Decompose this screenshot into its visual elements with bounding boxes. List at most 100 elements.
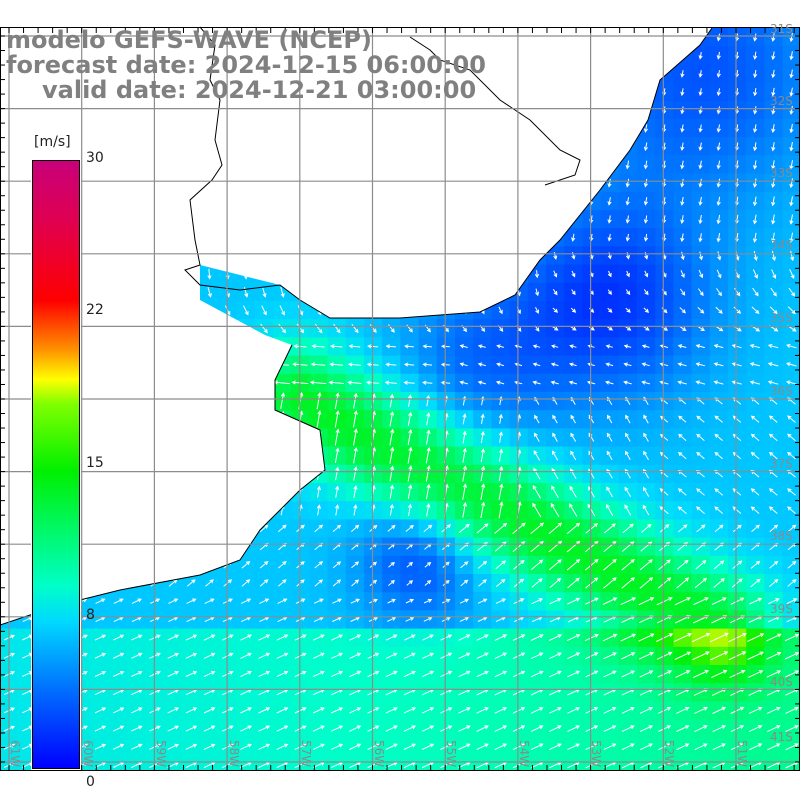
- wind-arrow: [552, 215, 557, 225]
- lat-label: 38S: [770, 529, 793, 543]
- wind-arrow: [170, 305, 176, 316]
- wind-arrow: [189, 286, 194, 298]
- wind-arrow: [189, 486, 194, 498]
- wind-cell: [364, 210, 383, 229]
- wind-cell: [327, 155, 347, 175]
- wind-arrow: [96, 324, 104, 334]
- wind-cell: [109, 446, 128, 466]
- wind-arrow: [244, 412, 249, 426]
- wind-arrow: [134, 449, 139, 461]
- wind-arrow: [280, 429, 285, 445]
- wind-arrow: [498, 123, 503, 134]
- wind-cell: [127, 483, 147, 502]
- wind-cell: [254, 119, 274, 138]
- wind-cell: [218, 191, 238, 211]
- wind-arrow: [134, 159, 139, 171]
- lon-label: 55W: [444, 740, 458, 768]
- wind-cell: [254, 428, 274, 448]
- wind-cell: [291, 464, 310, 484]
- wind-cell: [455, 210, 474, 229]
- wind-arrow: [479, 177, 485, 189]
- wind-cell: [273, 464, 292, 484]
- wind-arrow: [334, 286, 340, 298]
- wind-arrow: [262, 467, 267, 480]
- wind-arrow: [166, 362, 178, 367]
- wind-cell: [91, 264, 110, 284]
- wind-cell: [546, 119, 565, 138]
- wind-cell: [382, 191, 401, 211]
- wind-cell: [382, 301, 401, 320]
- colorbar-units: [m/s]: [34, 134, 71, 150]
- wind-arrow: [206, 232, 211, 244]
- wind-arrow: [425, 269, 430, 280]
- wind-cell: [163, 355, 183, 375]
- wind-cell: [91, 574, 110, 593]
- wind-arrow: [552, 123, 557, 134]
- wind-arrow: [132, 524, 142, 533]
- wind-cell: [182, 373, 201, 393]
- wind-arrow: [23, 561, 32, 569]
- wind-arrow: [680, 51, 685, 60]
- wind-cell: [564, 100, 583, 120]
- wind-arrow: [353, 287, 358, 298]
- wind-arrow: [407, 177, 412, 189]
- wind-cell: [163, 446, 183, 466]
- wind-cell: [509, 119, 529, 138]
- wind-cell: [200, 210, 219, 229]
- wind-arrow: [407, 287, 412, 298]
- wind-arrow: [25, 467, 30, 479]
- wind-arrow: [407, 123, 412, 134]
- wind-arrow: [552, 196, 557, 206]
- wind-cell: [127, 155, 147, 175]
- wind-cell: [109, 282, 128, 302]
- wind-arrow: [189, 431, 194, 443]
- wind-cell: [527, 173, 547, 193]
- wind-cell: [418, 264, 438, 284]
- wind-cell: [273, 264, 292, 284]
- wind-arrow: [114, 579, 123, 587]
- wind-arrow: [189, 395, 194, 407]
- wind-arrow: [461, 159, 466, 171]
- wind-cell: [127, 355, 147, 375]
- wind-cell: [127, 574, 147, 593]
- wind-cell: [218, 483, 238, 502]
- wind-arrow: [243, 104, 248, 116]
- wind-cell: [527, 46, 547, 65]
- wind-arrow: [461, 123, 466, 134]
- wind-arrow: [97, 104, 102, 116]
- wind-arrow: [534, 178, 539, 189]
- wind-arrow: [188, 250, 194, 262]
- wind-arrow: [425, 32, 430, 43]
- wind-arrow: [643, 106, 648, 115]
- wind-arrow: [625, 142, 630, 152]
- wind-cell: [91, 119, 110, 138]
- wind-arrow: [98, 413, 103, 425]
- wind-arrow: [534, 214, 539, 225]
- wind-cell: [163, 464, 183, 484]
- wind-cell: [455, 246, 474, 266]
- wind-arrow: [188, 141, 193, 153]
- wind-cell: [309, 137, 329, 156]
- wind-arrow: [461, 232, 466, 243]
- wind-cell: [509, 155, 529, 175]
- wind-arrow: [112, 344, 124, 349]
- wind-arrow: [134, 123, 139, 135]
- wind-arrow: [279, 123, 284, 135]
- wind-arrow: [95, 579, 105, 587]
- wind-arrow: [479, 159, 485, 171]
- wind-cell: [455, 137, 474, 156]
- wind-arrow: [461, 306, 467, 315]
- wind-arrow: [552, 160, 557, 170]
- wind-arrow: [425, 159, 430, 171]
- wind-arrow: [133, 324, 141, 334]
- wind-cell: [436, 228, 456, 247]
- wind-arrow: [479, 232, 485, 243]
- wind-cell: [400, 228, 420, 247]
- wind-arrow: [203, 380, 215, 385]
- wind-arrow: [115, 177, 120, 189]
- wind-cell: [455, 155, 474, 175]
- wind-cell: [291, 264, 310, 284]
- wind-cell: [218, 119, 238, 138]
- wind-arrow: [43, 123, 48, 135]
- wind-cell: [109, 191, 128, 211]
